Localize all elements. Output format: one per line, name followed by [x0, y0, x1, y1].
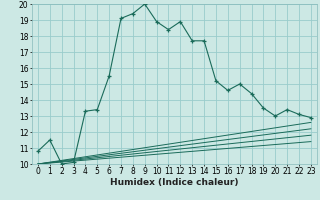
X-axis label: Humidex (Indice chaleur): Humidex (Indice chaleur)	[110, 178, 239, 187]
